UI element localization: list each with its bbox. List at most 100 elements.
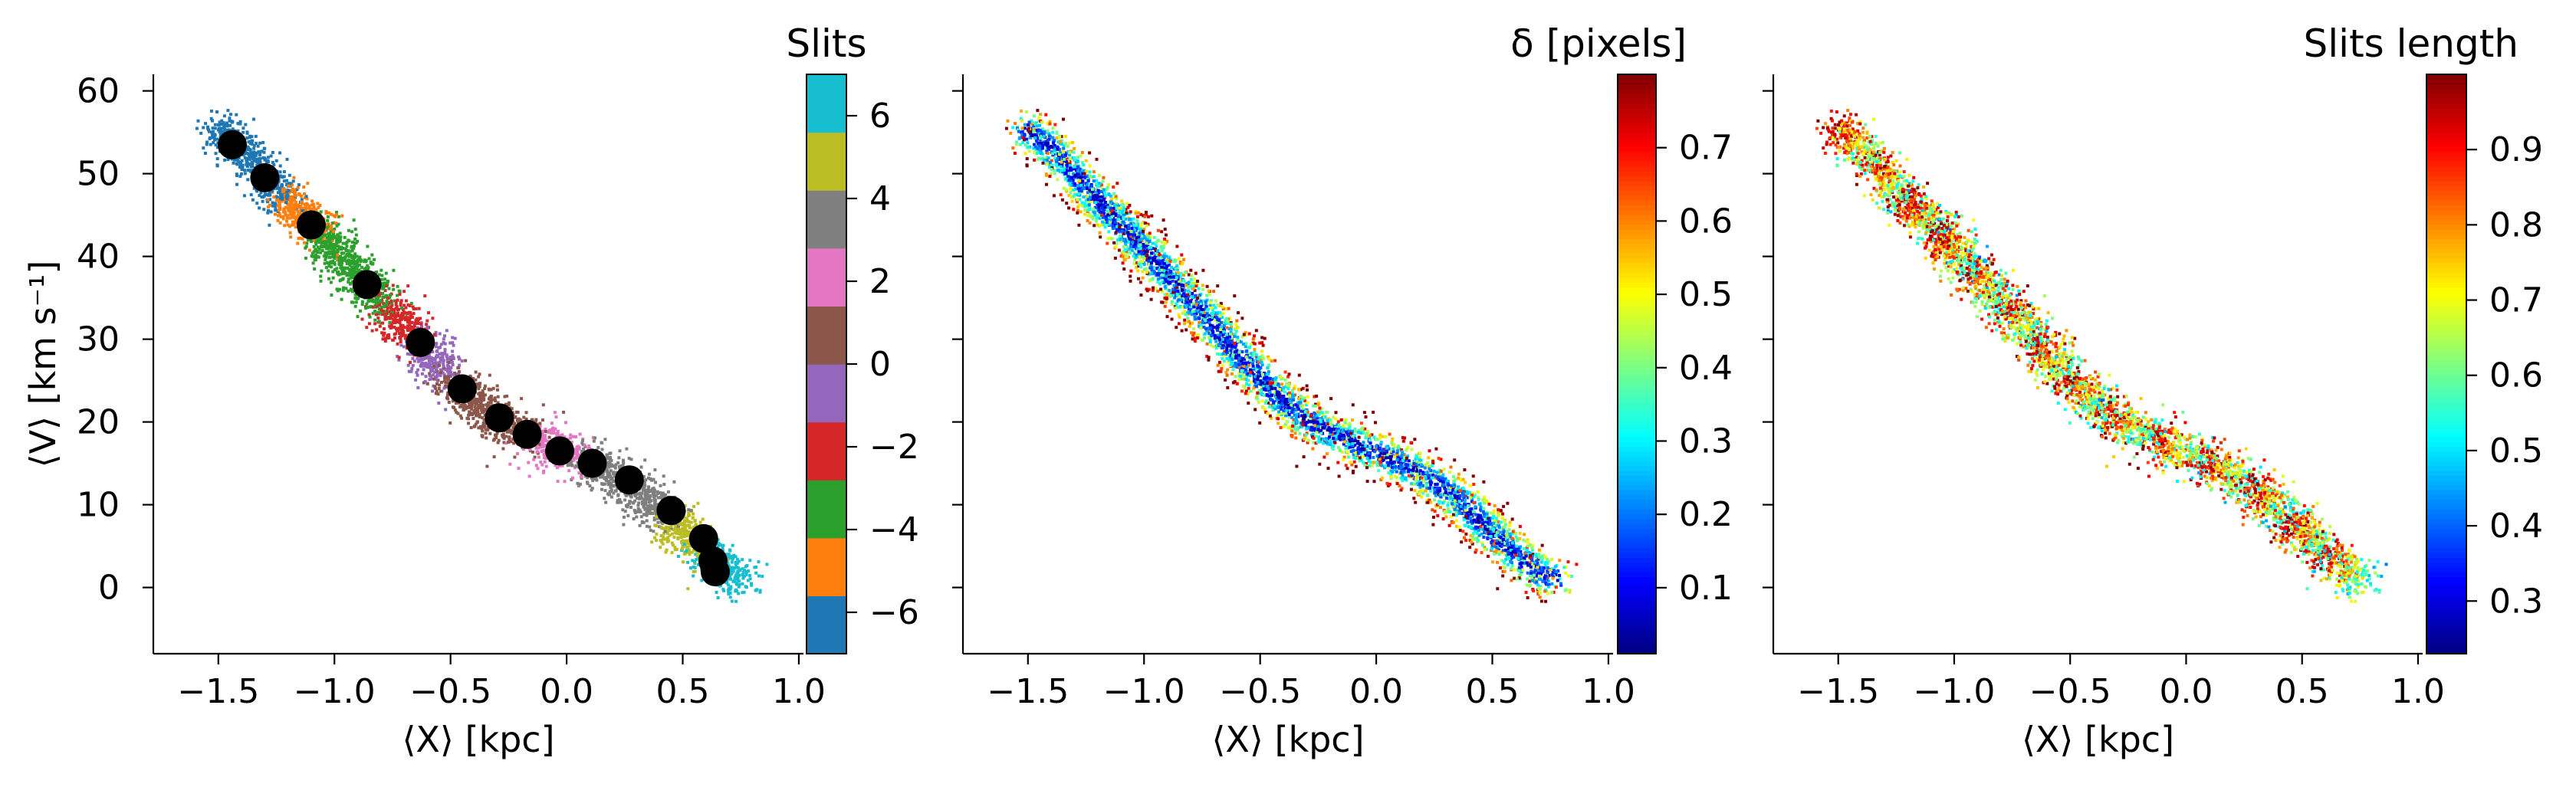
scatter-point — [1552, 590, 1556, 594]
scatter-point — [1048, 120, 1052, 123]
scatter-point — [294, 225, 297, 229]
scatter-point — [277, 198, 281, 202]
scatter-point — [685, 540, 689, 544]
scatter-point — [442, 379, 446, 383]
scatter-point — [572, 435, 576, 438]
scatter-point — [376, 293, 380, 297]
scatter-point — [204, 122, 208, 126]
scatter-point — [423, 294, 427, 298]
scatter-point — [1301, 386, 1305, 390]
scatter-point — [1253, 334, 1256, 338]
scatter-point — [652, 494, 656, 498]
scatter-point — [446, 378, 450, 382]
scatter-point — [347, 249, 350, 253]
scatter-point — [648, 500, 652, 503]
scatter-point — [324, 228, 327, 232]
scatter-point — [445, 368, 449, 372]
scatter-point — [341, 288, 345, 292]
scatter-point — [383, 315, 387, 319]
scatter-point — [647, 490, 651, 494]
scatter-point — [618, 467, 622, 471]
scatter-point — [450, 360, 453, 364]
scatter-point — [472, 409, 476, 413]
scatter-point — [1146, 222, 1150, 226]
scatter-point — [541, 435, 545, 439]
scatter-point — [449, 341, 452, 345]
scatter-point — [659, 534, 663, 537]
scatter-point — [243, 169, 247, 172]
scatter-point — [389, 326, 393, 330]
scatter-point — [455, 402, 458, 405]
scatter-point — [643, 507, 647, 511]
scatter-point — [655, 503, 659, 507]
scatter-point — [727, 592, 731, 595]
scatter-point — [504, 402, 508, 406]
scatter-point — [305, 206, 309, 210]
scatter-point — [399, 318, 402, 322]
scatter-point — [1244, 342, 1248, 346]
y-tick-label: 60 — [77, 72, 120, 111]
scatter-point — [1471, 532, 1475, 536]
scatter-point — [569, 436, 573, 440]
scatter-point — [281, 184, 284, 188]
scatter-point — [307, 248, 311, 252]
scatter-point — [335, 267, 339, 271]
scatter-point — [370, 253, 374, 257]
scatter-point — [1171, 272, 1175, 276]
scatter-point — [580, 475, 583, 479]
scatter-point — [331, 248, 335, 252]
scatter-point — [614, 489, 618, 493]
scatter-point — [646, 504, 649, 508]
scatter-point — [444, 408, 448, 412]
scatter-point — [366, 264, 370, 267]
scatter-point — [399, 326, 403, 330]
scatter-point — [291, 195, 294, 198]
scatter-point — [1329, 433, 1332, 436]
scatter-point — [353, 269, 356, 273]
scatter-point — [495, 433, 498, 437]
scatter-point — [557, 434, 560, 438]
scatter-point — [538, 421, 542, 425]
scatter-point — [665, 536, 669, 540]
scatter-point — [248, 139, 252, 143]
scatter-point — [398, 321, 402, 324]
scatter-point — [347, 277, 350, 281]
scatter-point — [650, 511, 654, 515]
scatter-point — [250, 160, 254, 164]
scatter-point — [1214, 299, 1217, 303]
scatter-point — [516, 452, 519, 455]
scatter-point — [370, 329, 374, 333]
scatter-point — [1312, 441, 1316, 444]
scatter-point — [474, 370, 478, 374]
scatter-point — [244, 123, 248, 126]
scatter-point — [340, 261, 343, 264]
scatter-point — [736, 578, 740, 582]
scatter-point — [635, 515, 639, 519]
scatter-point — [478, 396, 482, 399]
scatter-point — [1493, 530, 1497, 533]
scatter-point — [416, 320, 420, 323]
scatter-point — [606, 481, 610, 485]
scatter-point — [1425, 481, 1428, 485]
scatter-point — [284, 213, 288, 217]
scatter-point — [645, 513, 649, 517]
scatter-point — [604, 479, 608, 483]
scatter-point — [367, 298, 371, 302]
scatter-point — [243, 152, 247, 156]
colorbar-tick-label: 2 — [869, 262, 891, 301]
scatter-point — [494, 399, 498, 402]
scatter-point — [256, 144, 260, 148]
scatter-point — [1165, 315, 1169, 319]
scatter-point — [340, 268, 344, 272]
scatter-point — [626, 503, 629, 507]
scatter-point — [285, 157, 289, 161]
scatter-point — [274, 159, 278, 162]
colorbar-tick-label: −4 — [869, 510, 919, 549]
scatter-point — [731, 579, 735, 583]
slit-mean-marker — [700, 557, 730, 587]
scatter-point — [701, 517, 705, 521]
scatter-point — [237, 160, 241, 163]
scatter-point — [1425, 499, 1429, 503]
scatter-point — [271, 161, 274, 164]
scatter-point — [311, 203, 315, 207]
